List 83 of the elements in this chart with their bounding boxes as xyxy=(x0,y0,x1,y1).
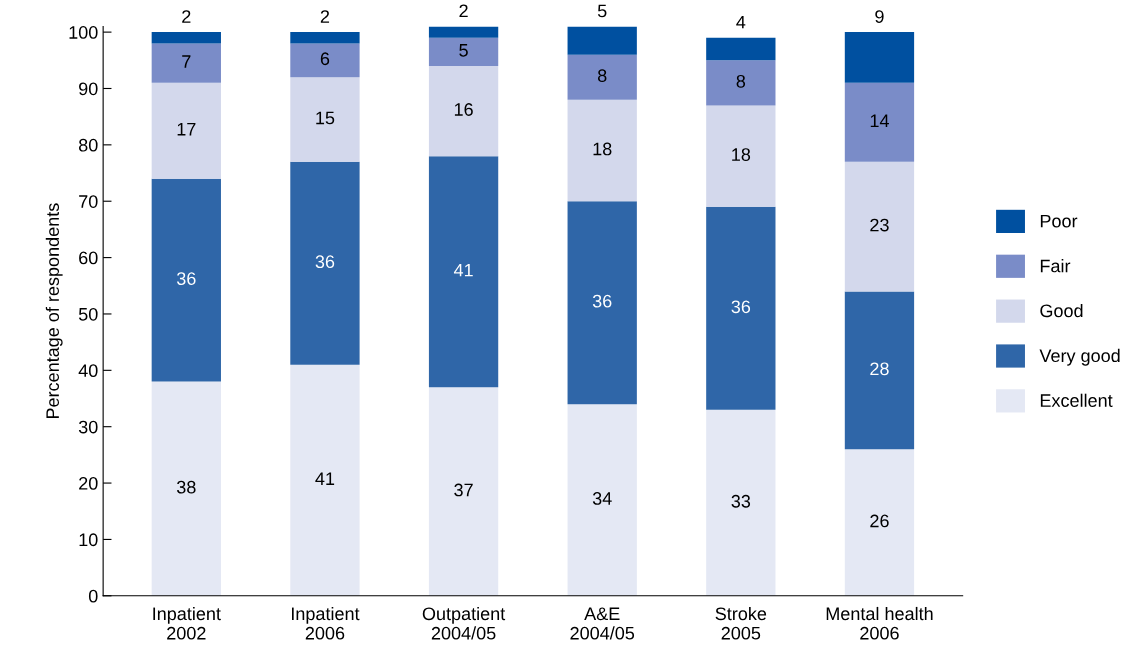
data-label: 5 xyxy=(459,44,468,57)
data-label: 18 xyxy=(732,148,751,161)
x-tick-label: Inpatient 2006 xyxy=(291,606,360,640)
bar xyxy=(844,32,915,83)
bar xyxy=(567,404,637,596)
bar xyxy=(151,381,221,596)
bar xyxy=(844,449,915,596)
y-tick-label: 100 xyxy=(69,26,98,39)
data-label: 7 xyxy=(182,55,191,68)
bar xyxy=(151,32,221,44)
bar xyxy=(844,291,915,450)
data-label: 33 xyxy=(731,494,751,508)
bar xyxy=(567,99,637,202)
bar xyxy=(567,26,637,55)
data-label: 8 xyxy=(597,69,607,83)
data-label: 6 xyxy=(320,52,330,66)
data-label: 36 xyxy=(731,300,751,314)
legend-label: Excellent xyxy=(1040,393,1113,407)
bar xyxy=(706,60,776,106)
data-label: 16 xyxy=(454,103,473,116)
bar xyxy=(290,364,360,596)
data-label: 18 xyxy=(593,142,612,156)
x-tick-label: Mental health 2006 xyxy=(826,606,933,640)
y-tick-label: 20 xyxy=(79,477,98,490)
data-label: 37 xyxy=(454,483,473,497)
data-label: 15 xyxy=(316,111,335,125)
y-axis-title: Percentage of respondents xyxy=(45,203,63,419)
data-label: 5 xyxy=(597,4,607,18)
bar xyxy=(428,387,499,596)
bar xyxy=(151,43,221,83)
data-label: 2 xyxy=(459,4,468,18)
bar xyxy=(290,43,360,78)
x-tick-label: Stroke 2005 xyxy=(715,606,767,640)
y-tick-label: 70 xyxy=(79,195,98,208)
data-label: 28 xyxy=(870,362,889,376)
y-tick-label: 10 xyxy=(79,533,98,547)
data-label: 2 xyxy=(182,10,191,23)
legend-label: Very good xyxy=(1039,348,1120,366)
y-tick-label: 30 xyxy=(78,420,98,434)
y-tick-label: 40 xyxy=(78,364,98,378)
bar xyxy=(706,37,776,61)
x-tick-label: Inpatient 2002 xyxy=(153,606,221,640)
legend-label: Fair xyxy=(1040,259,1071,273)
bar xyxy=(706,105,776,207)
y-tick-label: 50 xyxy=(78,307,98,321)
y-tick-label: 60 xyxy=(79,251,98,265)
y-tick-label: 80 xyxy=(78,138,98,152)
bar xyxy=(706,409,776,596)
bar xyxy=(844,82,915,162)
data-label: 26 xyxy=(870,514,889,528)
legend-label: Good xyxy=(1040,303,1083,318)
data-label: 41 xyxy=(453,263,473,277)
data-label: 2 xyxy=(320,10,330,23)
bar xyxy=(428,37,499,66)
x-tick-label: A&E 2004/05 xyxy=(570,607,635,640)
data-label: 36 xyxy=(315,255,335,269)
data-label: 14 xyxy=(870,114,889,127)
data-label: 8 xyxy=(736,74,746,88)
data-label: 9 xyxy=(875,10,884,23)
bar xyxy=(151,82,221,179)
data-label: 23 xyxy=(870,218,889,232)
data-label: 17 xyxy=(177,123,196,136)
data-label: 41 xyxy=(315,472,335,485)
data-label: 34 xyxy=(592,492,612,505)
bar xyxy=(706,206,776,410)
data-label: 4 xyxy=(736,15,746,29)
data-label: 36 xyxy=(592,294,612,308)
bar xyxy=(290,32,360,44)
bar xyxy=(428,65,499,157)
bar xyxy=(290,161,360,365)
y-tick-label: 90 xyxy=(79,82,98,96)
legend-label: Poor xyxy=(1040,214,1078,228)
bar xyxy=(428,156,499,388)
bar xyxy=(290,77,360,162)
bar xyxy=(567,201,637,405)
bar xyxy=(844,161,915,292)
data-label: 38 xyxy=(176,480,196,494)
x-tick-label: Outpatient 2004/05 xyxy=(422,606,506,640)
bar xyxy=(567,54,637,100)
y-tick-label: 0 xyxy=(88,589,98,603)
bar xyxy=(428,26,499,38)
bar xyxy=(151,178,221,382)
data-label: 36 xyxy=(176,272,196,285)
